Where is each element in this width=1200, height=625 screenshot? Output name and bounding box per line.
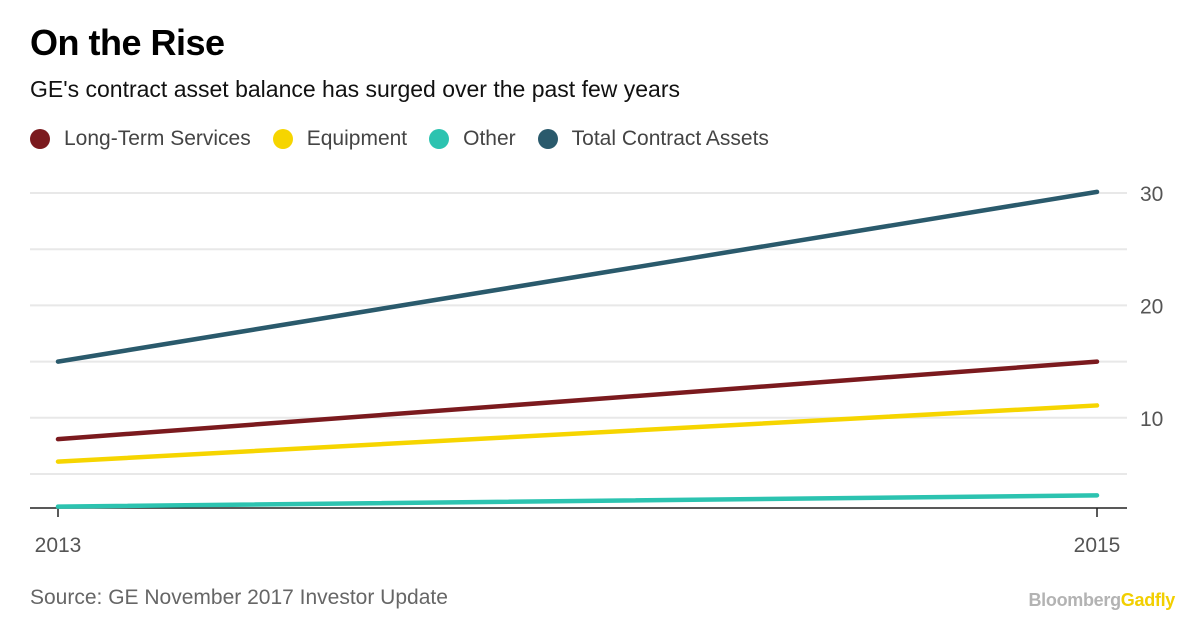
legend-dot-other xyxy=(429,129,450,149)
x-tick-label: 2013 xyxy=(35,534,82,557)
y-tick-label: 10 xyxy=(1140,408,1163,431)
legend-dot-total-contract-assets xyxy=(537,129,558,149)
legend-item-other: Other xyxy=(429,127,516,151)
y-tick-label: 30 xyxy=(1140,183,1163,206)
legend: Long-Term Services Equipment Other Total… xyxy=(30,127,791,151)
series-line-other xyxy=(55,493,1100,509)
legend-dot-equipment xyxy=(272,129,293,149)
legend-item-total-contract-assets: Total Contract Assets xyxy=(537,127,769,151)
legend-item-long-term-services: Long-Term Services xyxy=(30,127,251,151)
chart-title: On the Rise xyxy=(30,22,225,63)
x-tick-label: 2015 xyxy=(1074,534,1121,557)
legend-item-equipment: Equipment xyxy=(272,127,408,151)
legend-label-total-contract-assets: Total Contract Assets xyxy=(571,127,769,150)
brand-logo-part1: Bloomberg xyxy=(1028,590,1121,610)
brand-logo: BloombergGadfly xyxy=(1028,590,1175,611)
y-tick-label: 20 xyxy=(1140,295,1163,318)
legend-label-long-term-services: Long-Term Services xyxy=(64,127,251,150)
series-line-equipment xyxy=(55,403,1100,464)
series-line-total-contract-assets xyxy=(55,189,1100,364)
legend-label-equipment: Equipment xyxy=(306,127,408,150)
legend-dot-long-term-services xyxy=(30,129,50,149)
brand-logo-part2: Gadfly xyxy=(1120,590,1176,610)
legend-label-other: Other xyxy=(463,127,516,150)
source-note: Source: GE November 2017 Investor Update xyxy=(30,586,448,609)
chart-subtitle: GE's contract asset balance has surged o… xyxy=(30,76,681,102)
series-line-long-term-services xyxy=(55,359,1100,442)
